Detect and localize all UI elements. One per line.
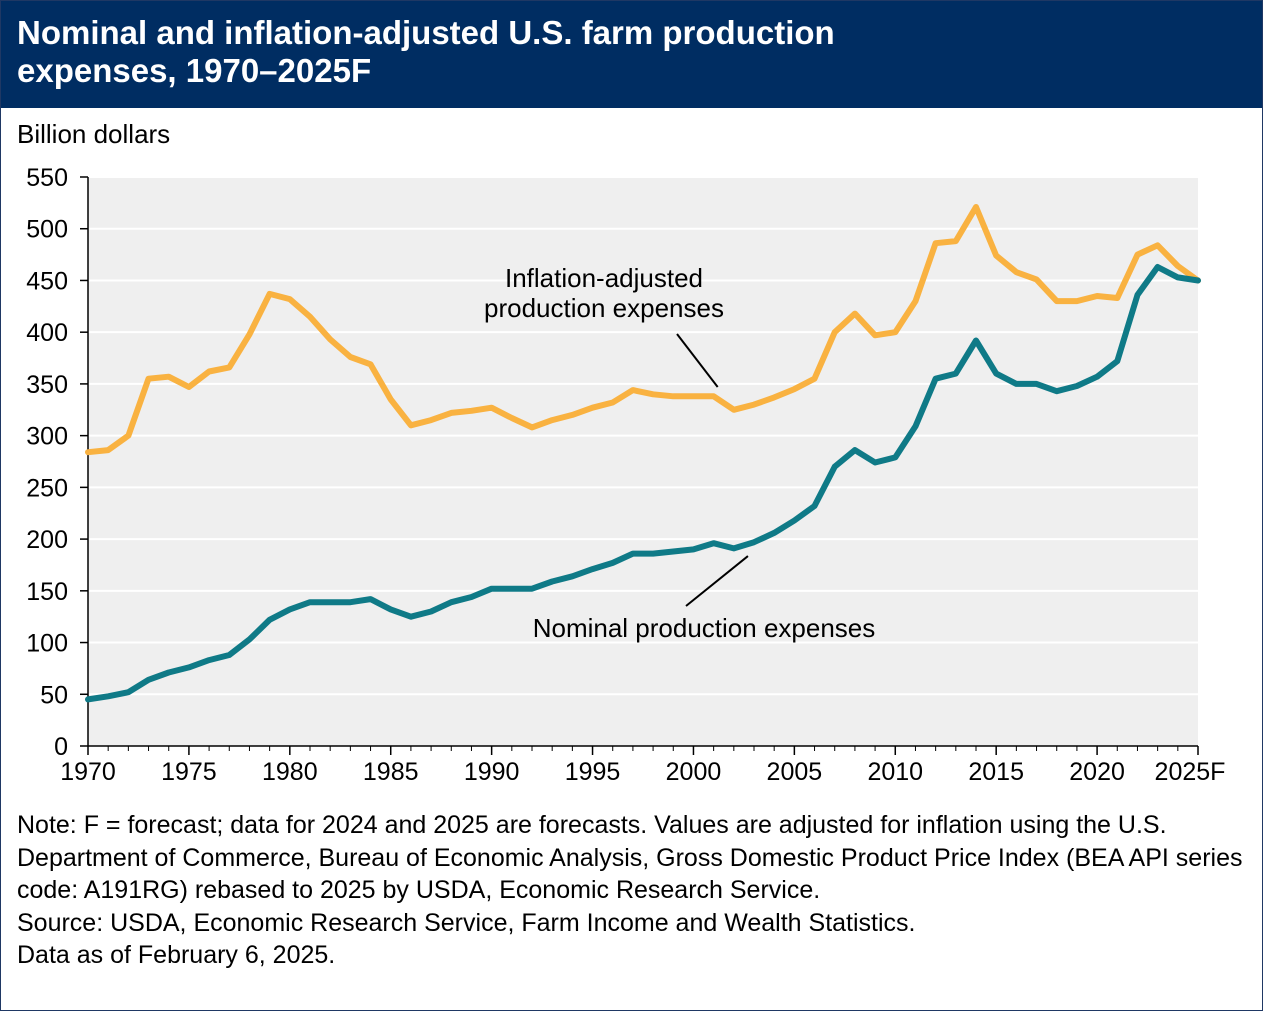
y-tick-label: 300 (26, 423, 68, 451)
y-tick-label: 250 (26, 474, 68, 502)
annotation-leader-line (676, 333, 719, 388)
y-axis-label: Billion dollars (17, 119, 171, 149)
x-tick-label: 2020 (1069, 758, 1125, 786)
inflation-adjusted-label: Inflation-adjusted (505, 263, 703, 293)
x-tick-label: 1975 (161, 758, 217, 786)
x-tick-label: 1970 (60, 758, 116, 786)
y-tick-label: 50 (40, 681, 68, 709)
nominal-label: Nominal production expenses (533, 613, 876, 643)
inflation-adjusted-label: production expenses (484, 293, 724, 323)
nominal-line (85, 264, 1201, 703)
x-tick-label: 1985 (363, 758, 419, 786)
x-tick-label: 1995 (565, 758, 621, 786)
source-text: Source: USDA, Economic Research Service,… (17, 908, 916, 937)
axes (80, 176, 1199, 755)
y-tick-label: 450 (26, 267, 68, 295)
x-tick-label: 2005 (767, 758, 823, 786)
title-banner: Nominal and inflation-adjusted U.S. farm… (1, 1, 1262, 108)
x-tick-label: 2015 (968, 758, 1024, 786)
y-tick-labels: 0 50 100 150 200 250 300 350 400 450 500 550 (26, 164, 68, 761)
inflation-adjusted-line (85, 204, 1201, 456)
annotation-leader-line (685, 555, 749, 607)
x-tick-label: 1990 (464, 758, 520, 786)
y-tick-label: 400 (26, 319, 68, 347)
y-tick-label: 500 (26, 216, 68, 244)
x-tick-label: 2025F (1155, 758, 1226, 786)
y-tick-label: 200 (26, 526, 68, 554)
chart-title: Nominal and inflation-adjusted U.S. farm… (17, 14, 835, 89)
y-tick-label: 350 (26, 371, 68, 399)
x-tick-label: 1980 (262, 758, 318, 786)
y-tick-label: 150 (26, 578, 68, 606)
y-tick-label: 100 (26, 630, 68, 658)
data-date-text: Data as of February 6, 2025. (17, 941, 336, 969)
notes-block: Note: F = forecast; data for 2024 and 20… (17, 809, 1247, 972)
note-text: Note: F = forecast; data for 2024 and 20… (17, 811, 1243, 904)
x-tick-label: 2000 (666, 758, 722, 786)
series-lines (85, 204, 1201, 703)
x-tick-labels: 1970 1975 1980 1985 1990 1995 2000 2005 2010 2015… (60, 758, 1225, 786)
y-tick-label: 550 (26, 164, 68, 192)
x-tick-label: 2010 (867, 758, 923, 786)
y-tick-label: 0 (54, 733, 68, 761)
